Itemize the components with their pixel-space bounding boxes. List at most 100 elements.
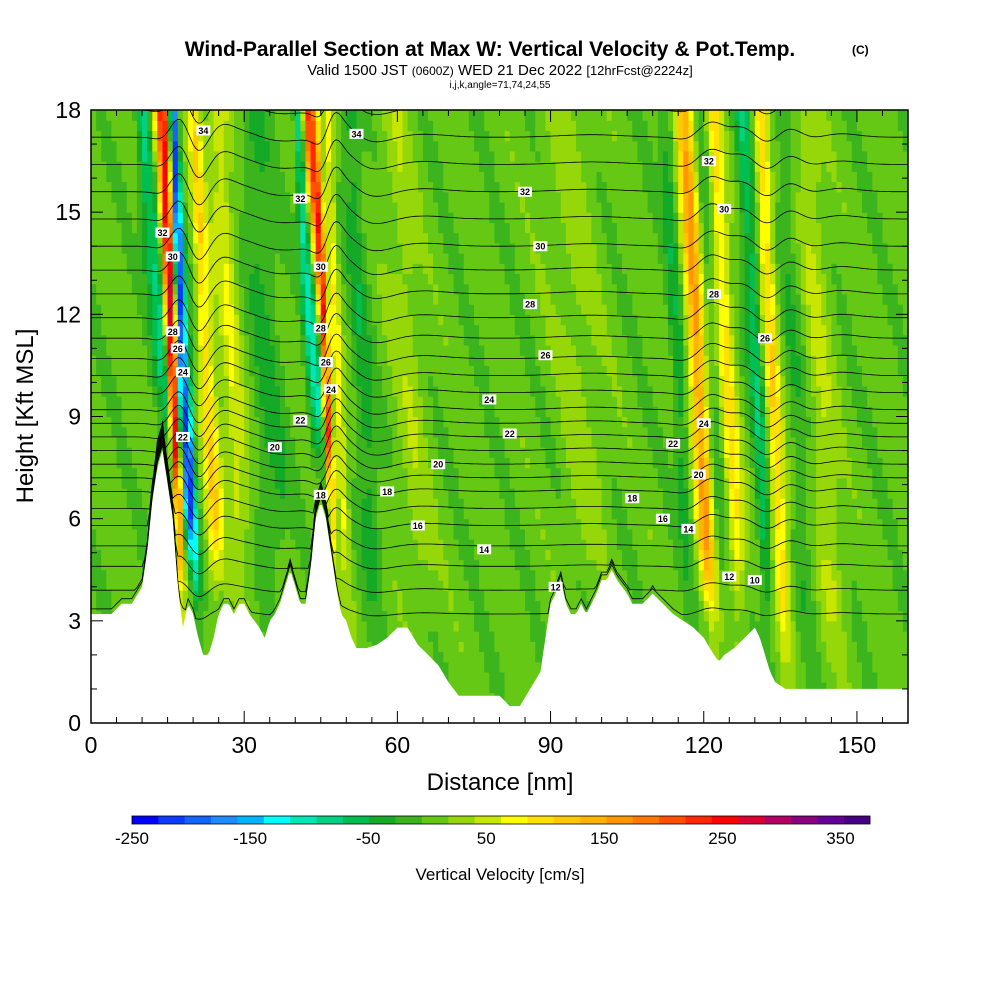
- field-cell: [361, 396, 368, 407]
- field-cell: [259, 396, 266, 407]
- field-cell: [387, 539, 393, 550]
- field-cell: [330, 140, 337, 152]
- field-cell: [91, 171, 97, 183]
- field-cell: [136, 120, 143, 132]
- field-cell: [239, 222, 245, 234]
- field-cell: [366, 171, 373, 183]
- field-cell: [101, 467, 107, 479]
- field-cell: [412, 120, 419, 132]
- field-cell: [254, 334, 261, 346]
- field-cell: [320, 314, 327, 326]
- field-cell: [448, 344, 455, 356]
- field-cell: [341, 416, 347, 428]
- field-cell: [239, 283, 245, 295]
- field-cell: [366, 467, 373, 479]
- field-cell: [193, 457, 199, 469]
- field-cell: [136, 110, 143, 121]
- field-cell: [295, 498, 301, 510]
- field-cell: [417, 508, 424, 520]
- field-cell: [458, 150, 465, 162]
- field-cell: [131, 477, 138, 489]
- field-cell: [198, 539, 204, 550]
- field-cell: [397, 436, 404, 448]
- field-cell: [162, 191, 169, 203]
- field-cell: [300, 436, 307, 448]
- field-cell: [509, 150, 516, 162]
- field-cell: [484, 242, 490, 254]
- field-cell: [152, 150, 158, 162]
- field-cell: [494, 273, 501, 285]
- field-cell: [315, 201, 322, 213]
- field-cell: [218, 477, 225, 489]
- field-cell: [213, 600, 220, 612]
- field-cell: [458, 457, 465, 469]
- field-cell: [376, 426, 383, 438]
- field-cell: [198, 385, 204, 397]
- field-cell: [428, 375, 434, 387]
- field-cell: [341, 222, 347, 234]
- field-cell: [463, 304, 470, 315]
- field-cell: [279, 365, 286, 377]
- field-cell: [325, 396, 332, 407]
- field-cell: [274, 334, 281, 346]
- field-cell: [167, 344, 174, 356]
- field-cell: [484, 610, 490, 622]
- field-cell: [463, 508, 470, 520]
- field-cell: [152, 222, 158, 234]
- field-cell: [509, 355, 516, 367]
- field-cell: [203, 436, 210, 448]
- field-cell: [274, 232, 281, 244]
- field-cell: [392, 385, 398, 397]
- field-cell: [438, 579, 444, 591]
- field-cell: [336, 528, 342, 540]
- field-cell: [382, 396, 388, 407]
- field-cell: [325, 488, 332, 499]
- field-cell: [448, 171, 455, 183]
- field-cell: [407, 314, 414, 326]
- field-cell: [371, 416, 378, 428]
- field-cell: [193, 222, 199, 234]
- field-cell: [162, 304, 169, 315]
- field-cell: [433, 375, 439, 387]
- field-cell: [489, 600, 495, 612]
- field-cell: [509, 518, 516, 530]
- field-cell: [484, 447, 490, 458]
- field-cell: [412, 201, 419, 213]
- field-cell: [249, 130, 255, 142]
- field-cell: [489, 120, 495, 132]
- field-cell: [479, 559, 485, 571]
- field-cell: [484, 436, 490, 448]
- field-cell: [310, 488, 317, 499]
- field-cell: [233, 161, 240, 172]
- field-cell: [147, 253, 153, 264]
- field-cell: [443, 549, 450, 561]
- field-cell: [356, 253, 363, 264]
- field-cell: [295, 304, 301, 315]
- field-cell: [504, 488, 511, 499]
- field-cell: [428, 212, 434, 223]
- field-cell: [407, 406, 414, 418]
- field-cell: [228, 396, 235, 407]
- field-cell: [479, 355, 485, 367]
- field-cell: [448, 181, 455, 193]
- field-cell: [412, 569, 419, 581]
- field-cell: [290, 457, 296, 469]
- field-cell: [279, 508, 286, 520]
- field-cell: [443, 201, 450, 213]
- field-cell: [259, 232, 266, 244]
- field-cell: [136, 344, 143, 356]
- field-cell: [371, 344, 378, 356]
- field-cell: [264, 539, 271, 550]
- field-cell: [330, 273, 337, 285]
- field-cell: [121, 283, 128, 295]
- field-cell: [315, 426, 322, 438]
- field-cell: [473, 293, 480, 305]
- field-cell: [198, 375, 204, 387]
- field-cell: [182, 539, 189, 550]
- field-cell: [484, 518, 490, 530]
- field-cell: [285, 385, 291, 397]
- field-cell: [499, 232, 506, 244]
- field-cell: [463, 682, 470, 693]
- field-cell: [193, 161, 199, 172]
- field-cell: [453, 273, 460, 285]
